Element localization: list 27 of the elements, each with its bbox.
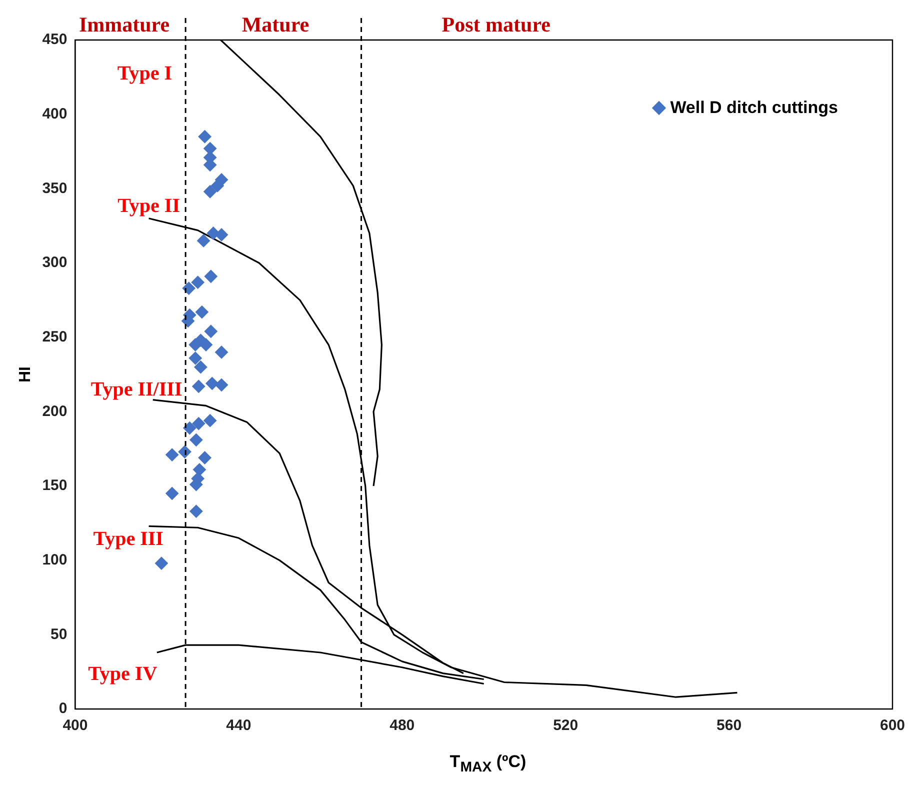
text: Post mature [442,12,550,36]
legend-label: Well D ditch cuttings [670,98,838,118]
text: Mature [242,12,310,36]
y-tick-label: 50 [50,626,68,643]
y-tick-label: 350 [42,180,68,197]
annotation: Type II [118,194,180,217]
x-tick-label: 520 [553,717,578,734]
y-tick-label: 0 [58,700,68,718]
text: Immature [78,12,170,36]
x-tick-label: 560 [716,717,742,734]
x-axis-title: T$_{MAX}$ (ºC) [448,752,528,776]
annotation: Type I [117,62,172,84]
y-axis-title: HI [17,366,34,382]
x-tick-label: 400 [62,717,88,734]
y-tick-label: 200 [42,402,68,420]
x-tick-label: 480 [390,717,415,734]
y-tick-label: 450 [42,31,68,48]
annotation: Type IV [88,663,158,686]
y-tick-label: 100 [42,551,68,568]
y-tick-label: 400 [42,105,68,122]
y-tick-label: 150 [42,477,68,494]
x-tick-label: 600 [880,717,905,734]
y-tick-label: 300 [42,254,68,272]
y-tick-label: 250 [42,328,68,346]
annotation: Type III [93,528,164,550]
annotation: Type II/III [90,378,182,401]
x-tick-label: 440 [226,717,252,734]
